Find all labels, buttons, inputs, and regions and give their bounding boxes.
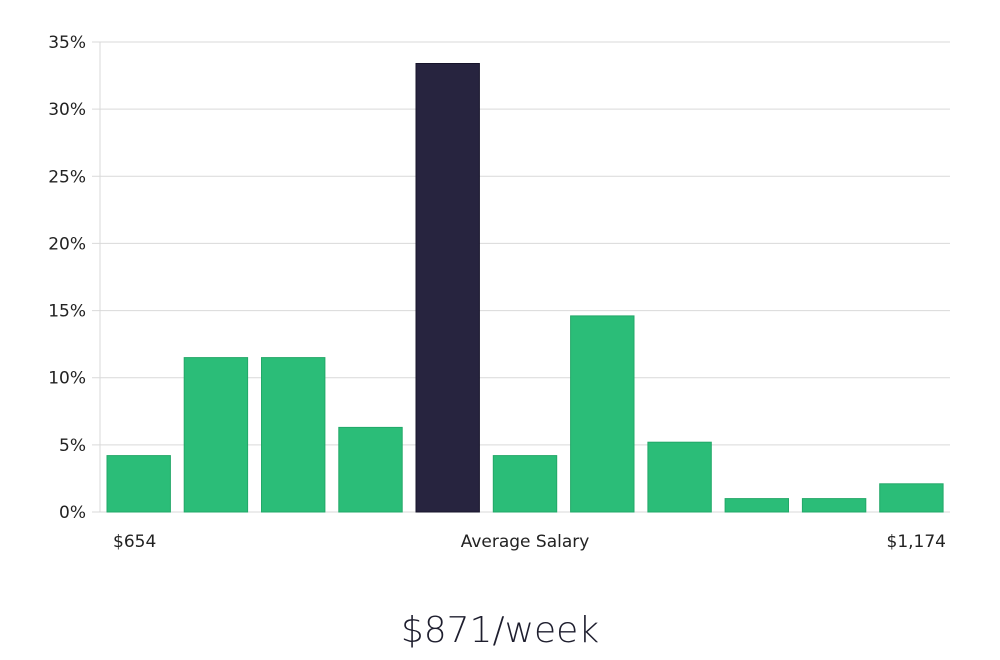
bar <box>261 357 326 513</box>
x-label-min: $654 <box>113 532 156 552</box>
y-tick-label: 35% <box>48 33 86 53</box>
bar-layer <box>106 63 944 513</box>
x-label-center: Average Salary <box>461 532 590 552</box>
bar <box>492 455 558 513</box>
bar <box>570 315 635 513</box>
y-tick-label: 15% <box>48 302 86 322</box>
bar <box>879 483 944 513</box>
bar <box>183 357 249 513</box>
bar <box>647 441 712 513</box>
y-tick-label: 5% <box>59 436 86 456</box>
average-salary-value: $871/week <box>400 610 600 651</box>
salary-histogram: 0% 5% 10% 15% 20% 25% 30% 35% $654 Average Sala… <box>48 33 950 552</box>
bar <box>106 455 171 513</box>
bar <box>801 498 867 513</box>
y-tick-label: 0% <box>59 503 86 523</box>
x-axis-labels: $654 Average Salary $1,174 <box>113 532 946 552</box>
bar-average-highlight <box>415 63 480 513</box>
grid-layer: 0% 5% 10% 15% 20% 25% 30% 35% <box>48 33 950 523</box>
y-tick-label: 25% <box>48 167 86 187</box>
y-tick-label: 10% <box>48 369 86 389</box>
y-tick-label: 20% <box>48 234 86 254</box>
bar <box>724 498 789 513</box>
y-tick-label: 30% <box>48 100 86 120</box>
x-label-max: $1,174 <box>887 532 946 552</box>
bar <box>338 426 403 513</box>
